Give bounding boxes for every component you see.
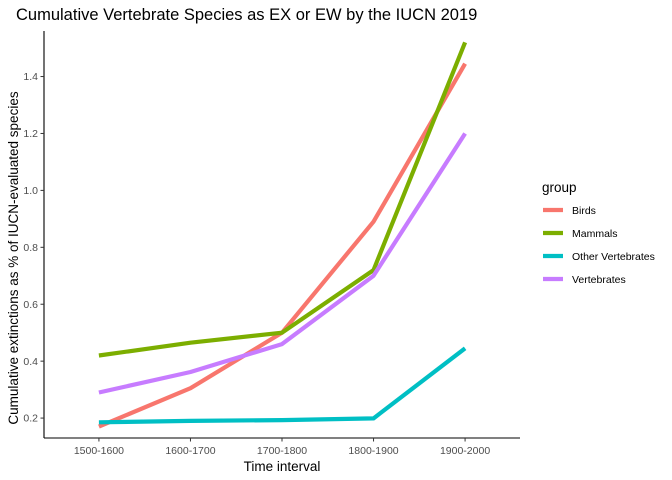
y-tick-label: 1.0 xyxy=(23,185,38,197)
series-line-mammals xyxy=(98,41,468,358)
legend: Birds Mammals Other Vertebrates Vertebrates xyxy=(543,205,655,286)
series-line-birds xyxy=(98,62,467,429)
axes: 0.2 0.4 0.6 0.8 1.0 1.2 1.4 1500-1600 1600-1700 1… xyxy=(23,31,520,457)
legend-label-vertebrates: Vertebrates xyxy=(572,274,626,286)
legend-label-mammals: Mammals xyxy=(572,228,618,240)
legend-label-birds: Birds xyxy=(572,205,596,217)
x-tick-label: 1800-1900 xyxy=(348,445,398,457)
x-tick-label: 1700-1800 xyxy=(257,445,307,457)
y-tick-label: 0.2 xyxy=(23,413,38,425)
y-tick-label: 0.6 xyxy=(23,299,38,311)
x-axis-title: Time interval xyxy=(244,459,321,474)
y-tick-label: 1.2 xyxy=(23,128,38,140)
series-line-vertebrates xyxy=(98,132,467,395)
y-tick-label: 0.4 xyxy=(23,356,38,368)
x-tick-label: 1900-2000 xyxy=(440,445,490,457)
y-tick-label: 0.8 xyxy=(23,242,38,254)
legend-label-other-vertebrates: Other Vertebrates xyxy=(572,251,655,263)
x-tick-label: 1600-1700 xyxy=(165,445,215,457)
series-lines xyxy=(98,41,468,429)
series-line-other-vertebrates xyxy=(98,346,467,425)
y-axis-title: Cumulative extinctions as % of IUCN-eval… xyxy=(6,91,21,424)
legend-title: group xyxy=(542,180,577,195)
y-tick-label: 1.4 xyxy=(23,71,38,83)
chart-title: Cumulative Vertebrate Species as EX or E… xyxy=(16,6,477,24)
x-tick-label: 1500-1600 xyxy=(74,445,124,457)
